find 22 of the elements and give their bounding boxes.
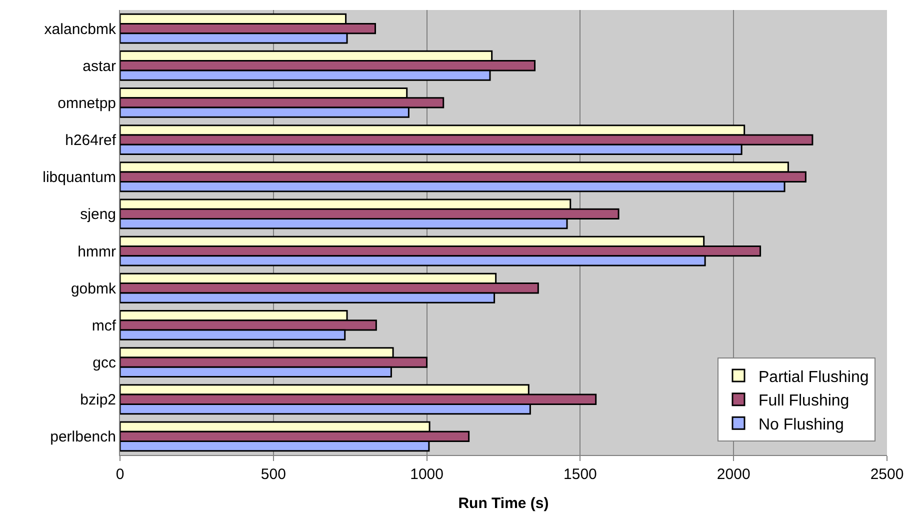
x-tick-label: 0	[116, 466, 124, 483]
y-tick-label: gcc	[92, 354, 116, 372]
legend-label: Partial Flushing	[758, 368, 869, 386]
legend-label: Full Flushing	[758, 392, 850, 410]
y-tick-label: bzip2	[80, 392, 116, 409]
x-tick-label: 2000	[716, 466, 750, 483]
y-tick-label: perlbench	[50, 428, 116, 446]
x-tick-label: 2500	[870, 466, 904, 483]
y-tick-label: libquantum	[42, 169, 116, 186]
legend-label: No Flushing	[758, 416, 844, 434]
y-tick-label: sjeng	[80, 206, 116, 224]
y-tick-label: hmmr	[78, 243, 116, 260]
y-tick-label: astar	[82, 58, 116, 75]
x-tick-label: 500	[260, 466, 286, 483]
x-tick-label: 1000	[410, 466, 444, 483]
x-axis-title: Run Time (s)	[458, 495, 549, 512]
y-tick-label: gobmk	[70, 280, 116, 298]
y-tick-label: xalancbmk	[44, 20, 116, 38]
x-tick-label: 1500	[564, 466, 597, 483]
y-tick-label: omnetpp	[58, 94, 116, 112]
y-tick-label: h264ref	[65, 132, 117, 150]
y-tick-label: mcf	[92, 317, 117, 334]
